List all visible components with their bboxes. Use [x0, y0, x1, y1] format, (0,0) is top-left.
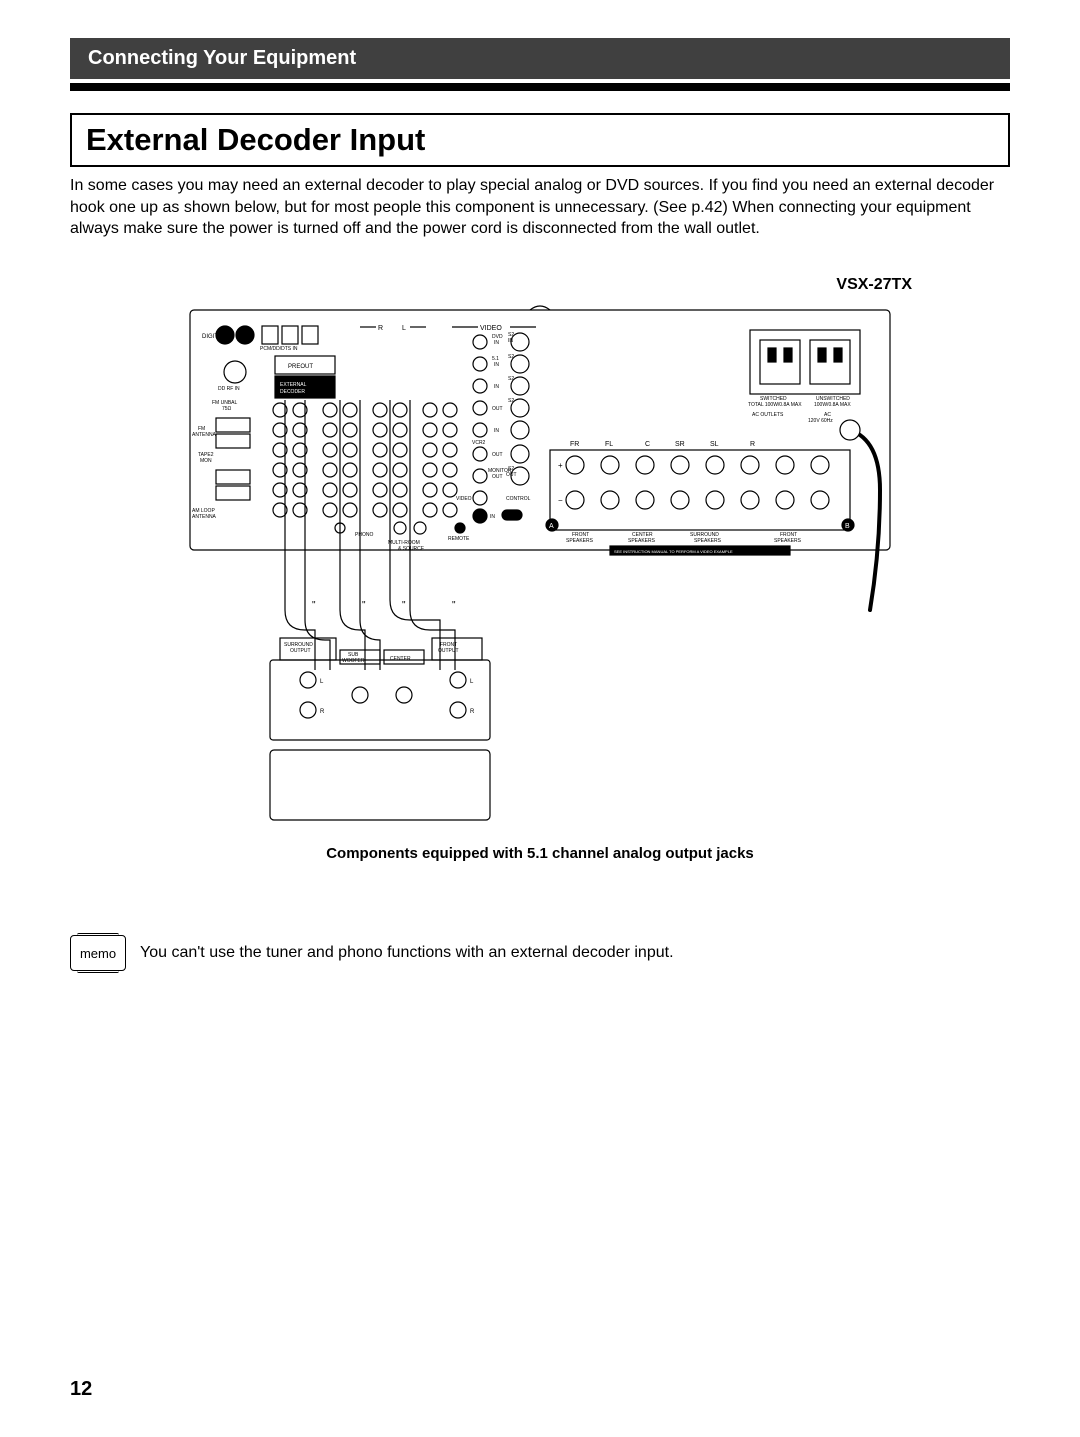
svg-text:PCM/DD/DTS IN: PCM/DD/DTS IN	[260, 346, 298, 352]
svg-text:VIDEO: VIDEO	[456, 496, 472, 502]
svg-text:": "	[402, 600, 406, 611]
svg-text:SR: SR	[675, 441, 685, 448]
svg-text:PREOUT: PREOUT	[288, 364, 313, 370]
memo-text: You can't use the tuner and phono functi…	[140, 944, 674, 962]
svg-text:IN: IN	[494, 428, 499, 434]
memo-row: memo You can't use the tuner and phono f…	[70, 935, 1010, 971]
svg-text:SL: SL	[710, 441, 719, 448]
svg-text:OUTPUT: OUTPUT	[290, 648, 311, 654]
svg-text:EXTERNAL: EXTERNAL	[280, 382, 307, 388]
svg-text:C: C	[645, 441, 650, 448]
svg-text:ANTENNA: ANTENNA	[192, 432, 217, 438]
model-label: VSX-27TX	[160, 276, 920, 294]
svg-text:IN: IN	[508, 338, 513, 344]
svg-text:AC OUTLETS: AC OUTLETS	[752, 412, 784, 418]
svg-text:L: L	[320, 679, 324, 685]
svg-text:": "	[452, 600, 456, 611]
svg-text:VCR2: VCR2	[472, 440, 486, 446]
svg-text:REMOTE: REMOTE	[448, 536, 470, 542]
svg-text:B: B	[845, 523, 850, 530]
svg-text:": "	[312, 600, 316, 611]
svg-text:120V 60Hz: 120V 60Hz	[808, 418, 833, 424]
svg-text:TOTAL 100W/0.8A MAX: TOTAL 100W/0.8A MAX	[748, 402, 802, 408]
manual-page: Connecting Your Equipment External Decod…	[0, 0, 1080, 1437]
diagram-caption: Components equipped with 5.1 channel ana…	[160, 844, 920, 864]
page-number: 12	[70, 1378, 92, 1401]
svg-text:ANTENNA: ANTENNA	[192, 514, 217, 520]
svg-text:SPEAKERS: SPEAKERS	[628, 538, 656, 544]
svg-text:WOOFER: WOOFER	[342, 658, 365, 664]
svg-text:VIDEO: VIDEO	[480, 325, 502, 332]
svg-text:L: L	[470, 679, 474, 685]
svg-text:SPEAKERS: SPEAKERS	[774, 538, 802, 544]
divider	[70, 83, 1010, 91]
svg-text:L: L	[402, 325, 406, 332]
section-header: Connecting Your Equipment	[70, 38, 1010, 79]
svg-text:SPEAKERS: SPEAKERS	[566, 538, 594, 544]
memo-badge-label: memo	[80, 946, 116, 961]
svg-text:OUT: OUT	[492, 406, 503, 412]
svg-text:IN: IN	[490, 514, 495, 520]
svg-text:DECODER: DECODER	[280, 389, 305, 395]
svg-text:OUTPUT: OUTPUT	[438, 648, 459, 654]
svg-text:+: +	[558, 461, 563, 470]
rear-panel-diagram: DIGITAL PCM/DD/DTS IN DD RF IN FM UNBAL …	[180, 300, 900, 840]
svg-text:& SOURCE: & SOURCE	[398, 546, 425, 552]
svg-text:SEE INSTRUCTION MANUAL TO PE: SEE INSTRUCTION MANUAL TO PERFORM A VIDE…	[614, 549, 733, 554]
svg-text:MON: MON	[200, 458, 212, 464]
svg-text:OUT: OUT	[492, 474, 503, 480]
svg-text:−: −	[558, 496, 563, 505]
svg-text:A: A	[549, 523, 554, 530]
svg-text:S2: S2	[508, 354, 514, 360]
svg-text:R: R	[378, 325, 383, 332]
svg-text:75Ω: 75Ω	[222, 406, 232, 412]
svg-text:R: R	[320, 709, 325, 715]
svg-text:DIGITAL: DIGITAL	[202, 334, 226, 340]
svg-text:IN: IN	[494, 384, 499, 390]
svg-text:OUT: OUT	[506, 472, 517, 478]
intro-paragraph: In some cases you may need an external d…	[70, 175, 1010, 240]
page-title: External Decoder Input	[86, 122, 994, 158]
svg-text:PHONO: PHONO	[355, 532, 373, 538]
svg-text:CONTROL: CONTROL	[506, 496, 531, 502]
svg-text:FL: FL	[605, 441, 613, 448]
svg-text:CENTER: CENTER	[390, 656, 411, 662]
section-title: Connecting Your Equipment	[88, 47, 356, 69]
svg-text:FR: FR	[570, 441, 579, 448]
svg-text:": "	[362, 600, 366, 611]
memo-icon: memo	[70, 935, 126, 971]
svg-text:DD RF IN: DD RF IN	[218, 386, 240, 392]
svg-text:IN: IN	[494, 340, 499, 346]
svg-text:SPEAKERS: SPEAKERS	[694, 538, 722, 544]
svg-text:S2: S2	[508, 376, 514, 382]
svg-text:R: R	[750, 441, 755, 448]
svg-text:OUT: OUT	[492, 452, 503, 458]
svg-text:100W/0.8A MAX: 100W/0.8A MAX	[814, 402, 851, 408]
title-box: External Decoder Input	[70, 113, 1010, 167]
diagram-container: VSX-27TX DIGITAL PCM/DD/DTS IN	[160, 276, 920, 864]
svg-text:S2: S2	[508, 398, 514, 404]
svg-text:R: R	[470, 709, 475, 715]
svg-text:IN: IN	[494, 362, 499, 368]
